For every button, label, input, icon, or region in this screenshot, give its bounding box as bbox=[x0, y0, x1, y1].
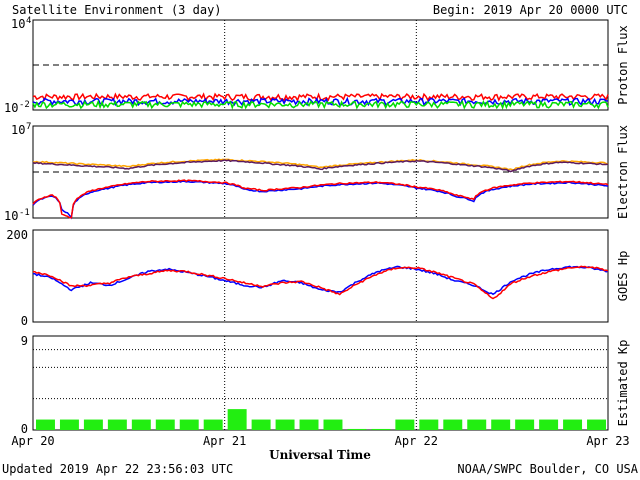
y-tick-label-top: 200 bbox=[6, 228, 28, 242]
kp-bar bbox=[59, 419, 79, 430]
kp-bar bbox=[36, 419, 55, 430]
y-axis-label: Electron Flux bbox=[616, 125, 630, 219]
kp-bar bbox=[395, 419, 415, 430]
y-tick-label-bottom: 10 bbox=[4, 101, 18, 115]
y-tick-exp-bottom: -2 bbox=[19, 100, 30, 110]
kp-bar bbox=[203, 419, 223, 430]
series-line bbox=[32, 99, 609, 110]
kp-bar bbox=[371, 428, 391, 430]
y-tick-label-top: 9 bbox=[21, 334, 28, 348]
panel-frame bbox=[32, 125, 609, 219]
series-line bbox=[32, 265, 609, 300]
x-tick-label: Apr 21 bbox=[203, 434, 246, 448]
kp-bar bbox=[515, 419, 535, 430]
series-line bbox=[32, 179, 609, 219]
kp-bar bbox=[227, 409, 247, 430]
y-tick-label-top: 10 bbox=[11, 17, 25, 31]
x-axis-ticks: Apr 20 Apr 21 Apr 22 Apr 23 bbox=[11, 434, 629, 448]
x-tick-label: Apr 23 bbox=[586, 434, 629, 448]
kp-bar bbox=[299, 419, 319, 430]
begin-label: Begin: 2019 Apr 20 0000 UTC bbox=[433, 3, 628, 17]
x-tick-label: Apr 22 bbox=[395, 434, 438, 448]
chart-title: Satellite Environment (3 day) bbox=[12, 3, 222, 17]
y-tick-label-bottom: 0 bbox=[21, 422, 28, 436]
x-axis-label: Universal Time bbox=[269, 448, 371, 462]
x-tick-label: Apr 20 bbox=[11, 434, 54, 448]
y-tick-exp-top: 4 bbox=[26, 16, 31, 26]
kp-bar bbox=[155, 419, 175, 430]
kp-bar bbox=[323, 419, 343, 430]
kp-bar bbox=[131, 419, 151, 430]
kp-bar bbox=[467, 419, 487, 430]
kp-bar bbox=[347, 428, 367, 430]
panel-frame bbox=[32, 229, 609, 323]
updated-label: Updated 2019 Apr 22 23:56:03 UTC bbox=[2, 462, 233, 476]
series-line bbox=[32, 159, 609, 173]
panel-frame bbox=[32, 19, 609, 111]
kp-bar bbox=[563, 419, 583, 430]
estimated-kp-panel: Estimated Kp 9 0 bbox=[21, 334, 630, 436]
kp-bar bbox=[179, 419, 199, 430]
y-axis-label: GOES Hp bbox=[616, 251, 630, 302]
kp-bar bbox=[107, 419, 127, 430]
kp-bar bbox=[587, 419, 606, 430]
series-line bbox=[33, 265, 609, 296]
y-tick-exp-top: 7 bbox=[26, 122, 31, 132]
series-line bbox=[32, 180, 609, 220]
kp-bar bbox=[539, 419, 559, 430]
y-axis-label: Estimated Kp bbox=[616, 340, 630, 427]
kp-bar bbox=[251, 419, 271, 430]
y-tick-label-bottom: 10 bbox=[4, 209, 18, 223]
panel-frame bbox=[32, 335, 609, 431]
kp-bar bbox=[491, 419, 511, 430]
kp-bar bbox=[83, 419, 103, 430]
y-axis-label: Proton Flux bbox=[616, 25, 630, 104]
series-line bbox=[32, 158, 609, 171]
y-tick-exp-bottom: -1 bbox=[19, 208, 30, 218]
kp-bar bbox=[443, 419, 463, 430]
source-label: NOAA/SWPC Boulder, CO USA bbox=[457, 462, 638, 476]
y-tick-label-top: 10 bbox=[11, 123, 25, 137]
y-tick-label-bottom: 0 bbox=[21, 314, 28, 328]
kp-bar bbox=[419, 419, 439, 430]
kp-bar bbox=[275, 419, 295, 430]
goes-hp-panel: GOES Hp 200 0 bbox=[6, 228, 630, 328]
